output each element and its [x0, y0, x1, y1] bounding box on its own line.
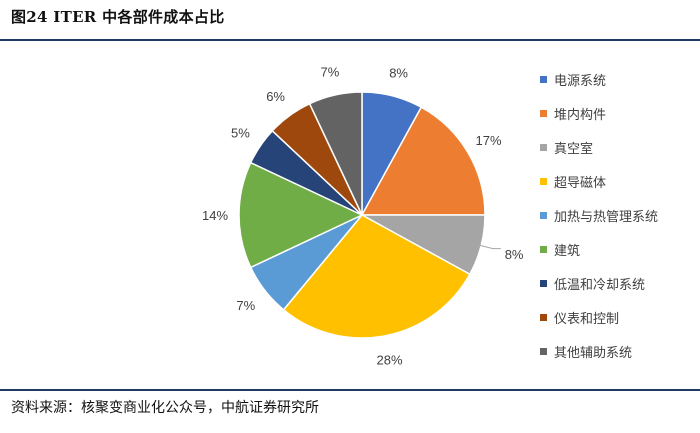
- pie-slice: [360, 106, 486, 216]
- legend-swatch: [540, 348, 547, 355]
- legend-label: 真空室: [554, 141, 593, 157]
- bottom-rule: [0, 389, 700, 391]
- data-label: 8%: [505, 247, 524, 262]
- legend-swatch: [540, 280, 547, 287]
- legend-label: 低温和冷却系统: [554, 278, 645, 293]
- data-label: 7%: [321, 65, 340, 80]
- pie-slices: [238, 91, 486, 339]
- figure-title: 图24 ITER 中各部件成本占比: [11, 8, 225, 26]
- legend-label: 超导磁体: [554, 176, 606, 191]
- source-note: 资料来源：核聚变商业化公众号，中航证券研究所: [11, 400, 319, 416]
- pie-slice: [238, 161, 364, 269]
- legend-label: 加热与热管理系统: [554, 210, 658, 225]
- data-label: 14%: [202, 208, 228, 223]
- legend-label: 堆内构件: [554, 107, 606, 123]
- data-label: 8%: [389, 66, 408, 81]
- data-label: 17%: [475, 133, 501, 148]
- legend-swatch: [540, 178, 547, 185]
- data-labels: 8% 17% 8% 28% 7% 14% 5% 6% 7%: [202, 65, 524, 368]
- legend-label: 其他辅助系统: [554, 346, 632, 361]
- title-rule: [0, 39, 700, 41]
- legend-swatch: [540, 212, 547, 219]
- legend-swatch: [540, 314, 547, 321]
- data-label: 6%: [266, 89, 285, 104]
- data-label: 7%: [236, 298, 255, 313]
- leader-lines: [479, 244, 501, 250]
- pie-slice: [282, 214, 471, 339]
- legend: 电源系统堆内构件真空室超导磁体加热与热管理系统建筑低温和冷却系统仪表和控制其他辅…: [540, 74, 658, 361]
- legend-swatch: [540, 144, 547, 151]
- data-label: 28%: [376, 352, 402, 367]
- legend-swatch: [540, 246, 547, 253]
- legend-label: 电源系统: [554, 74, 606, 89]
- legend-swatch: [540, 110, 547, 117]
- legend-label: 仪表和控制: [554, 312, 619, 327]
- legend-swatch: [540, 76, 547, 83]
- legend-label: 建筑: [554, 243, 580, 259]
- data-label: 5%: [231, 125, 250, 140]
- pie-slice: [308, 91, 363, 216]
- leader-line: [479, 244, 501, 250]
